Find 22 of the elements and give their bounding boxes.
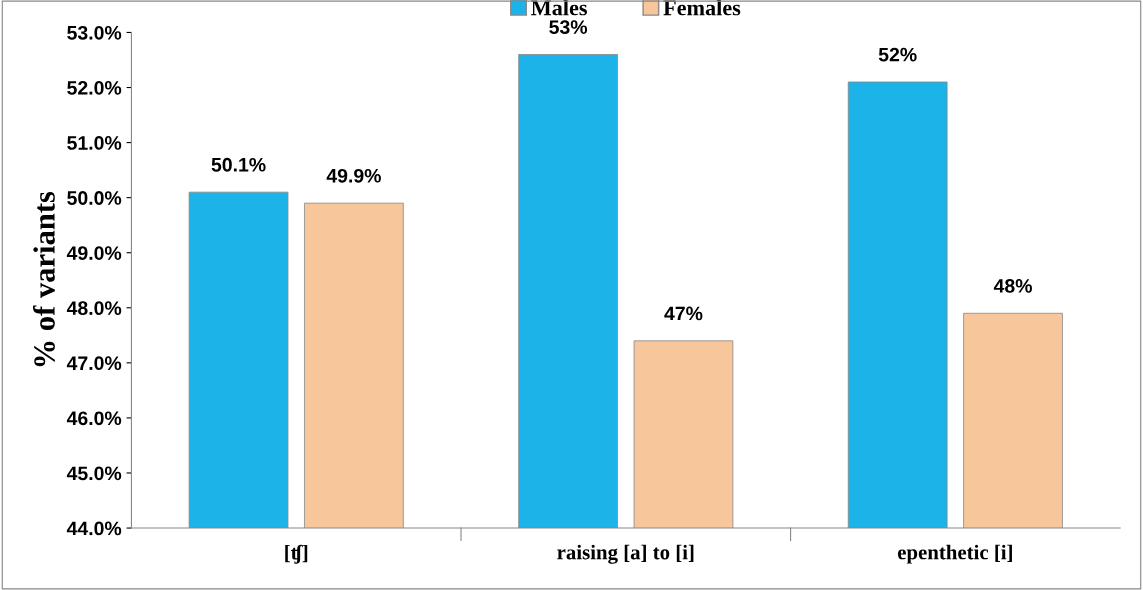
y-tick-label: 46.0% (66, 411, 122, 426)
y-axis-title: % of variants (33, 191, 55, 367)
y-tick-label: 50.0% (67, 191, 122, 205)
x-tick-label: raising [a] to [i] (557, 544, 694, 564)
data-label: 49.9% (326, 168, 381, 183)
y-tick-label: 47.0% (66, 356, 122, 371)
data-label: 52% (878, 47, 917, 62)
y-tick-label: 49.0% (66, 246, 122, 260)
y-tick-label: 44.0% (66, 521, 122, 536)
y-tick-label: 53.0% (67, 25, 122, 40)
data-label: 50.1% (211, 157, 266, 172)
data-label: 47% (664, 306, 703, 321)
x-tick-label: [ʧ] (285, 544, 308, 564)
y-tick-label: 51.0% (67, 136, 122, 150)
y-tick-label: 48.0% (66, 301, 122, 316)
data-label: 48% (993, 279, 1032, 293)
x-tick-label: epenthetic [i] (897, 544, 1012, 564)
y-tick-label: 45.0% (66, 466, 122, 481)
y-tick-label: 52.0% (67, 80, 122, 95)
legend-label: Females (663, 0, 741, 16)
data-label: 53% (549, 20, 588, 34)
legend-label: Males (531, 0, 587, 16)
